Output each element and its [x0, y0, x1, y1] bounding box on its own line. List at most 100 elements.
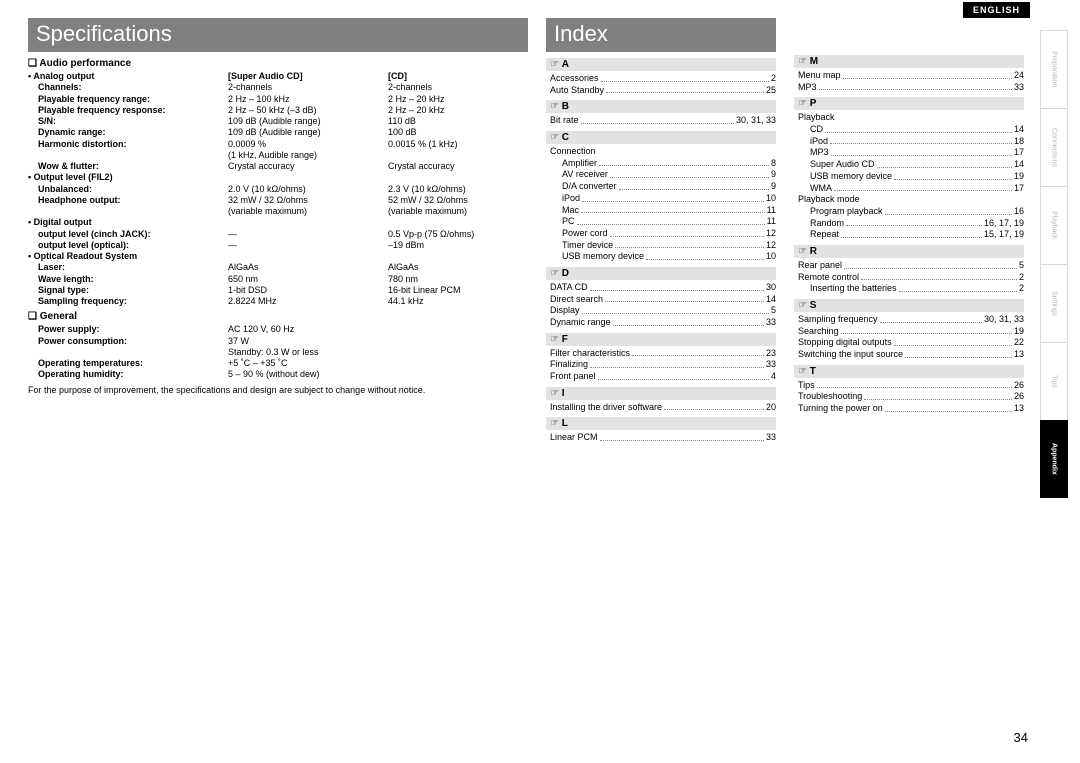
- index-column-2: MMenu map24MP333PPlaybackCD14iPod18MP317…: [794, 18, 1024, 444]
- spec-value: 16-bit Linear PCM: [388, 285, 528, 296]
- col-sacd: [Super Audio CD]: [228, 71, 388, 82]
- index-entry: Front panel4: [546, 371, 776, 383]
- index-letter-head: C: [546, 131, 776, 144]
- optical-readout-head: Optical Readout System: [28, 251, 528, 262]
- spec-value: 0.0015 % (1 kHz): [388, 139, 528, 150]
- language-tab: ENGLISH: [963, 2, 1030, 18]
- spec-value: AC 120 V, 60 Hz: [228, 324, 388, 335]
- index-letter-head: S: [794, 299, 1024, 312]
- index-entry: D/A converter9: [546, 181, 776, 193]
- index-letter-head: R: [794, 245, 1024, 258]
- index-letter-head: F: [546, 333, 776, 346]
- spec-label: Laser:: [28, 262, 228, 273]
- spec-label: Playable frequency response:: [28, 105, 228, 116]
- spec-value: –19 dBm: [388, 240, 528, 251]
- index-entry: Display5: [546, 305, 776, 317]
- spec-label: Dynamic range:: [28, 127, 228, 138]
- index-entry: USB memory device10: [546, 251, 776, 263]
- index-entry: Inserting the batteries2: [794, 283, 1024, 295]
- spec-label: Operating temperatures:: [28, 358, 228, 369]
- index-entry: Direct search14: [546, 294, 776, 306]
- index-entry: Troubleshooting26: [794, 391, 1024, 403]
- side-tab-preparation[interactable]: Preparation: [1040, 30, 1068, 108]
- index-entry: Super Audio CD14: [794, 159, 1024, 171]
- spec-value: 100 dB: [388, 127, 528, 138]
- spec-value: —: [228, 240, 388, 251]
- index-entry: Accessories2: [546, 73, 776, 85]
- index-entry: MP317: [794, 147, 1024, 159]
- spec-value: 2 Hz – 20 kHz: [388, 94, 528, 105]
- index-entry: Remote control2: [794, 272, 1024, 284]
- spec-label: Harmonic distortion:: [28, 139, 228, 150]
- spec-label: Channels:: [28, 82, 228, 93]
- spec-label: S/N:: [28, 116, 228, 127]
- spec-label: Wave length:: [28, 274, 228, 285]
- index-entry: WMA17: [794, 183, 1024, 195]
- index-entry: Repeat15, 17, 19: [794, 229, 1024, 241]
- side-nav: PreparationConnectionsPlaybackSettingsTi…: [1040, 30, 1068, 498]
- spec-label: Headphone output:: [28, 195, 228, 206]
- index-entry: Tips26: [794, 380, 1024, 392]
- spec-label: [28, 347, 228, 358]
- index-entry: Random16, 17, 19: [794, 218, 1024, 230]
- spec-label: Sampling frequency:: [28, 296, 228, 307]
- spec-value: [388, 347, 528, 358]
- spec-value: 32 mW / 32 Ω/ohms: [228, 195, 388, 206]
- index-entry: USB memory device19: [794, 171, 1024, 183]
- spec-value: 2.0 V (10 kΩ/ohms): [228, 184, 388, 195]
- spec-value: 44.1 kHz: [388, 296, 528, 307]
- index-letter-head: I: [546, 387, 776, 400]
- index-entry: iPod18: [794, 136, 1024, 148]
- spec-value: 0.5 Vp-p (75 Ω/ohms): [388, 229, 528, 240]
- index-letter-head: A: [546, 58, 776, 71]
- index-entry: CD14: [794, 124, 1024, 136]
- index-entry: Dynamic range33: [546, 317, 776, 329]
- index-entry: Connection: [546, 146, 776, 158]
- spec-value: 110 dB: [388, 116, 528, 127]
- spec-note: For the purpose of improvement, the spec…: [28, 385, 528, 396]
- spec-value: (1 kHz, Audible range): [228, 150, 388, 161]
- index-letter-head: L: [546, 417, 776, 430]
- index-entry: Turning the power on13: [794, 403, 1024, 415]
- side-tab-appendix[interactable]: Appendix: [1040, 420, 1068, 498]
- spec-value: 2.8224 MHz: [228, 296, 388, 307]
- index-entry: Menu map24: [794, 70, 1024, 82]
- general-head: General: [28, 311, 528, 322]
- spec-label: Wow & flutter:: [28, 161, 228, 172]
- index-entry: Rear panel5: [794, 260, 1024, 272]
- index-letter-head: D: [546, 267, 776, 280]
- index-entry: Playback mode: [794, 194, 1024, 206]
- col-cd: [CD]: [388, 71, 528, 82]
- spec-label: output level (cinch JACK):: [28, 229, 228, 240]
- spec-value: 2-channels: [388, 82, 528, 93]
- side-tab-connections[interactable]: Connections: [1040, 108, 1068, 186]
- index-entry: Finalizing33: [546, 359, 776, 371]
- index-entry: Filter characteristics23: [546, 348, 776, 360]
- side-tab-tips[interactable]: Tips: [1040, 342, 1068, 420]
- spec-label: Power supply:: [28, 324, 228, 335]
- index-entry: Timer device12: [546, 240, 776, 252]
- side-tab-playback[interactable]: Playback: [1040, 186, 1068, 264]
- spec-value: [388, 324, 528, 335]
- spec-value: AlGaAs: [388, 262, 528, 273]
- spec-value: 650 nm: [228, 274, 388, 285]
- index-entry: PC11: [546, 216, 776, 228]
- index-letter-head: P: [794, 97, 1024, 110]
- audio-performance-head: Audio performance: [28, 58, 528, 69]
- index-entry: Amplifier8: [546, 158, 776, 170]
- index-entry: Installing the driver software20: [546, 402, 776, 414]
- spec-value: 1-bit DSD: [228, 285, 388, 296]
- spec-label: [28, 150, 228, 161]
- spec-value: (variable maximum): [228, 206, 388, 217]
- spec-value: [388, 358, 528, 369]
- spec-label: Signal type:: [28, 285, 228, 296]
- index-entry: Searching19: [794, 326, 1024, 338]
- spec-value: 109 dB (Audible range): [228, 116, 388, 127]
- page-number: 34: [1014, 730, 1028, 745]
- side-tab-settings[interactable]: Settings: [1040, 264, 1068, 342]
- index-entry: DATA CD30: [546, 282, 776, 294]
- spec-value: [388, 150, 528, 161]
- index-entry: Playback: [794, 112, 1024, 124]
- spec-value: 52 mW / 32 Ω/ohms: [388, 195, 528, 206]
- index-entry: Auto Standby25: [546, 85, 776, 97]
